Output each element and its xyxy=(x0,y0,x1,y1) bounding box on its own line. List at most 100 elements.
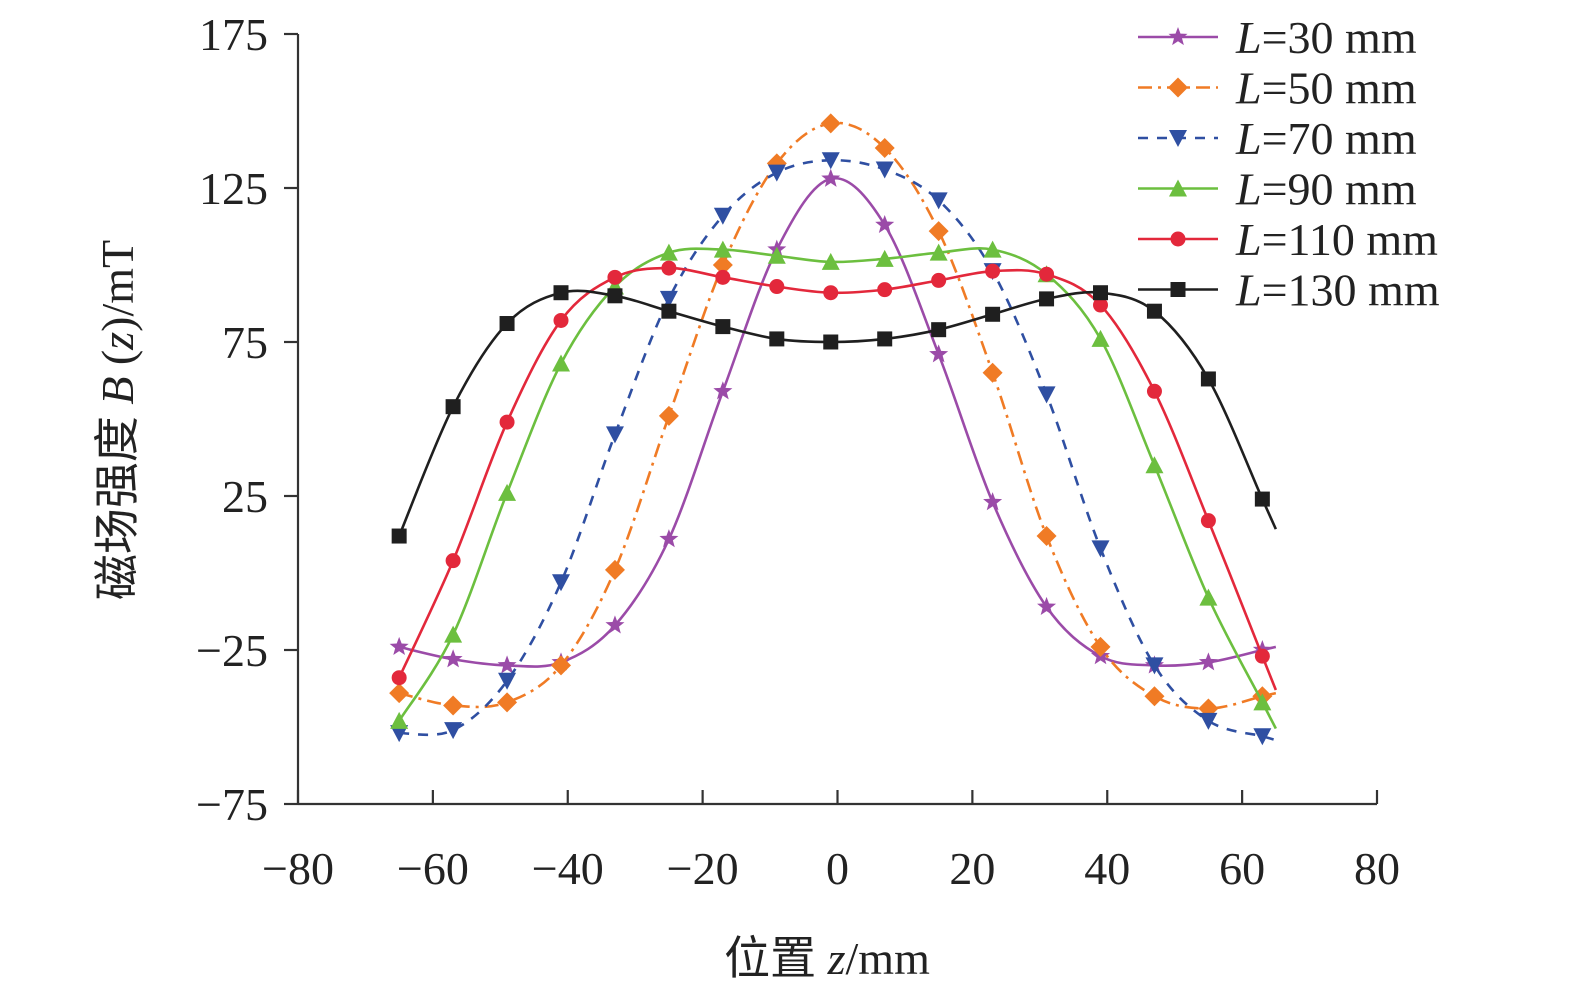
data-point xyxy=(1253,693,1272,711)
data-point xyxy=(715,269,731,285)
data-point xyxy=(875,249,894,267)
legend-item: L=130 mm xyxy=(1138,265,1440,316)
data-point xyxy=(1037,596,1057,615)
legend-label: L=70 mm xyxy=(1235,113,1417,164)
data-point xyxy=(821,152,840,170)
data-point xyxy=(1037,386,1056,404)
data-point xyxy=(659,243,678,261)
y-axis-title: 磁场强度 B (z)/mT xyxy=(92,240,143,600)
series-5 xyxy=(391,260,1278,691)
data-point xyxy=(1091,329,1110,347)
axes: −75 −25 25 75 125 175 −80 −60 −40 −20 0 20 40 60 80 xyxy=(196,9,1400,894)
series-line xyxy=(397,289,1278,537)
data-point xyxy=(659,529,679,548)
data-point xyxy=(391,528,407,544)
data-point xyxy=(713,207,732,225)
data-point xyxy=(982,362,1003,383)
legend-marker xyxy=(1168,77,1188,98)
data-point xyxy=(445,553,461,569)
x-tick-label: 0 xyxy=(826,843,849,894)
data-point xyxy=(604,559,625,580)
legend-item: L=70 mm xyxy=(1138,113,1417,164)
data-point xyxy=(712,255,733,275)
legend-item: L=30 mm xyxy=(1138,12,1417,63)
series-group xyxy=(389,113,1278,746)
series-1 xyxy=(389,168,1277,674)
data-point xyxy=(1200,371,1216,387)
data-point xyxy=(1200,513,1216,529)
data-point xyxy=(1090,636,1111,657)
legend-marker xyxy=(1170,231,1186,247)
legend-label: L=130 mm xyxy=(1235,265,1440,316)
data-point xyxy=(767,164,786,182)
legend-marker xyxy=(1169,130,1187,147)
data-point xyxy=(929,243,948,261)
data-point xyxy=(445,399,461,415)
data-point xyxy=(1146,383,1162,399)
legend-label: L=50 mm xyxy=(1235,63,1417,114)
y-tick-label: 75 xyxy=(222,317,268,368)
data-point xyxy=(605,426,624,444)
data-point xyxy=(391,670,407,686)
data-point xyxy=(1253,728,1272,746)
data-point xyxy=(928,221,949,242)
data-point xyxy=(713,381,733,400)
legend-label: L=90 mm xyxy=(1235,164,1417,215)
data-point xyxy=(661,260,677,276)
data-point xyxy=(931,322,947,338)
data-point xyxy=(985,306,1001,322)
data-point xyxy=(1039,266,1055,282)
legend-marker xyxy=(1170,282,1186,297)
data-point xyxy=(1254,491,1270,507)
legend-marker xyxy=(1169,179,1187,197)
data-point xyxy=(1144,686,1165,707)
data-point xyxy=(715,319,731,335)
data-point xyxy=(1254,648,1270,664)
legend: L=30 mmL=50 mmL=70 mmL=90 mmL=110 mmL=13… xyxy=(1138,12,1440,316)
x-tick-label: −20 xyxy=(667,843,739,894)
data-point xyxy=(767,246,786,264)
data-point xyxy=(1039,291,1055,307)
data-point xyxy=(607,288,623,304)
series-line xyxy=(397,266,1278,691)
data-point xyxy=(499,414,515,430)
legend-item: L=90 mm xyxy=(1138,164,1417,215)
data-point xyxy=(875,214,895,234)
x-tick-label: −40 xyxy=(532,843,604,894)
data-point xyxy=(390,711,409,729)
x-tick-label: 60 xyxy=(1219,843,1265,894)
x-tick-label: −80 xyxy=(262,843,334,894)
data-point xyxy=(1145,657,1164,675)
y-tick-label: 125 xyxy=(199,163,268,214)
data-point xyxy=(820,113,841,134)
data-point xyxy=(1093,285,1109,301)
y-tick-label: 175 xyxy=(199,9,268,60)
data-point xyxy=(769,279,785,295)
legend-marker xyxy=(1168,27,1188,46)
data-point xyxy=(877,282,893,298)
x-tick-label: 20 xyxy=(949,843,995,894)
y-tick-label: 25 xyxy=(222,471,268,522)
data-point xyxy=(497,692,518,713)
data-point xyxy=(389,636,409,656)
series-line xyxy=(398,247,1277,730)
data-point xyxy=(1146,303,1162,319)
data-point xyxy=(497,655,517,674)
data-point xyxy=(444,722,463,740)
data-point xyxy=(823,285,839,301)
data-point xyxy=(1198,652,1218,671)
data-point xyxy=(552,354,571,372)
data-point xyxy=(877,331,893,347)
series-3 xyxy=(390,152,1277,746)
data-point xyxy=(444,625,463,643)
data-point xyxy=(1199,588,1218,606)
legend-item: L=50 mm xyxy=(1138,63,1417,114)
data-point xyxy=(552,574,571,592)
data-point xyxy=(658,405,679,426)
data-point xyxy=(769,331,785,347)
legend-label: L=110 mm xyxy=(1235,214,1438,265)
x-tick-label: 40 xyxy=(1084,843,1130,894)
data-point xyxy=(713,240,732,258)
